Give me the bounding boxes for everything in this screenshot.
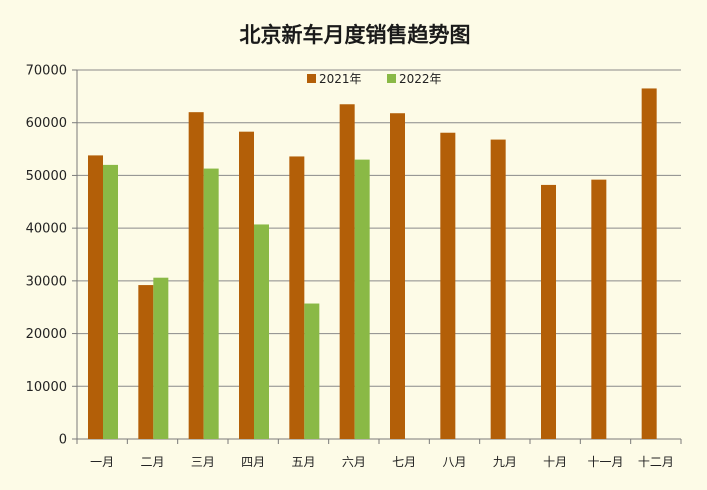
x-tick-label: 十二月 xyxy=(638,455,674,469)
x-tick-label: 二月 xyxy=(140,455,164,469)
x-tick-label: 七月 xyxy=(392,455,416,469)
bar-2021年-九月 xyxy=(490,139,506,439)
bar-2021年-六月 xyxy=(339,104,355,439)
gridlines xyxy=(77,69,681,387)
bar-2021年-八月 xyxy=(440,132,456,440)
x-tick-label: 九月 xyxy=(493,455,517,469)
y-tick-label: 70000 xyxy=(26,64,67,79)
y-tick-label: 40000 xyxy=(26,222,67,237)
tick-labels: 0 10000 20000 30000 40000 50000 60000 70000 一月 二月… xyxy=(26,64,674,470)
bars xyxy=(88,88,657,440)
chart-title: 北京新车月度销售趋势图 xyxy=(240,23,471,47)
bar-2021年-三月 xyxy=(188,112,204,440)
y-tick-label: 50000 xyxy=(26,169,67,184)
x-tick-label: 一月 xyxy=(90,455,114,469)
y-tick-label: 30000 xyxy=(26,274,67,289)
bar-2021年-十一月 xyxy=(591,179,607,439)
bar-2022年-二月 xyxy=(153,277,169,439)
bar-2021年-二月 xyxy=(138,285,154,439)
legend-swatch xyxy=(387,74,396,83)
bar-2022年-三月 xyxy=(203,168,219,439)
bar-2021年-一月 xyxy=(88,155,103,439)
bar-2022年-五月 xyxy=(304,303,320,439)
y-tick-label: 20000 xyxy=(26,327,67,342)
y-tick-label: 0 xyxy=(59,433,67,448)
bar-2021年-四月 xyxy=(239,131,254,439)
x-tick-label: 五月 xyxy=(291,455,315,469)
legend-swatch xyxy=(307,74,316,83)
bar-2022年-六月 xyxy=(354,159,370,439)
bar-2021年-十二月 xyxy=(641,88,657,439)
x-tick-label: 十一月 xyxy=(587,455,623,469)
y-tick-label: 60000 xyxy=(26,116,67,131)
bar-2021年-十月 xyxy=(541,184,556,439)
bar-2021年-七月 xyxy=(390,113,405,440)
bar-2021年-五月 xyxy=(289,156,305,440)
x-tick-label: 八月 xyxy=(442,455,466,469)
legend: 2021年 2022年 xyxy=(307,72,442,86)
bar-2022年-四月 xyxy=(254,224,269,439)
x-tick-label: 四月 xyxy=(241,455,265,469)
x-tick-label: 三月 xyxy=(191,455,215,469)
x-tick-label: 十月 xyxy=(543,455,567,469)
y-tick-label: 10000 xyxy=(26,380,67,395)
axes xyxy=(72,69,682,444)
legend-label: 2021年 xyxy=(319,72,362,86)
legend-label: 2022年 xyxy=(399,72,442,86)
bar-2022年-一月 xyxy=(103,164,118,439)
x-tick-label: 六月 xyxy=(342,455,366,469)
